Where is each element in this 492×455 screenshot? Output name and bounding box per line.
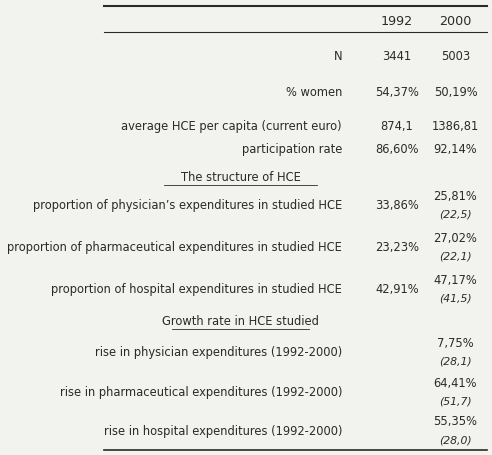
Text: (22,1): (22,1) xyxy=(439,252,472,262)
Text: 874,1: 874,1 xyxy=(380,120,413,133)
Text: 55,35%: 55,35% xyxy=(433,415,477,429)
Text: 50,19%: 50,19% xyxy=(433,86,477,99)
Text: proportion of pharmaceutical expenditures in studied HCE: proportion of pharmaceutical expenditure… xyxy=(7,241,342,254)
Text: rise in pharmaceutical expenditures (1992-2000): rise in pharmaceutical expenditures (199… xyxy=(60,386,342,399)
Text: % women: % women xyxy=(286,86,342,99)
Text: 92,14%: 92,14% xyxy=(433,143,477,156)
Text: 1992: 1992 xyxy=(381,15,413,28)
Text: 54,37%: 54,37% xyxy=(375,86,419,99)
Text: (28,1): (28,1) xyxy=(439,357,472,367)
Text: 33,86%: 33,86% xyxy=(375,199,419,212)
Text: rise in hospital expenditures (1992-2000): rise in hospital expenditures (1992-2000… xyxy=(104,425,342,438)
Text: 25,81%: 25,81% xyxy=(433,190,477,203)
Text: 7,75%: 7,75% xyxy=(437,337,474,350)
Text: 64,41%: 64,41% xyxy=(433,377,477,390)
Text: participation rate: participation rate xyxy=(242,143,342,156)
Text: 47,17%: 47,17% xyxy=(433,274,477,288)
Text: proportion of physician’s expenditures in studied HCE: proportion of physician’s expenditures i… xyxy=(33,199,342,212)
Text: 23,23%: 23,23% xyxy=(375,241,419,254)
Text: (51,7): (51,7) xyxy=(439,397,472,407)
Text: 86,60%: 86,60% xyxy=(375,143,419,156)
Text: 3441: 3441 xyxy=(382,50,411,63)
Text: (22,5): (22,5) xyxy=(439,210,472,220)
Text: average HCE per capita (current euro): average HCE per capita (current euro) xyxy=(122,120,342,133)
Text: 42,91%: 42,91% xyxy=(375,283,419,296)
Text: (41,5): (41,5) xyxy=(439,294,472,304)
Text: 5003: 5003 xyxy=(441,50,470,63)
Text: (28,0): (28,0) xyxy=(439,435,472,445)
Text: rise in physician expenditures (1992-2000): rise in physician expenditures (1992-200… xyxy=(95,346,342,359)
Text: 1386,81: 1386,81 xyxy=(432,120,479,133)
Text: 2000: 2000 xyxy=(439,15,472,28)
Text: The structure of HCE: The structure of HCE xyxy=(181,171,301,184)
Text: proportion of hospital expenditures in studied HCE: proportion of hospital expenditures in s… xyxy=(51,283,342,296)
Text: 27,02%: 27,02% xyxy=(433,233,477,245)
Text: Growth rate in HCE studied: Growth rate in HCE studied xyxy=(162,314,319,328)
Text: N: N xyxy=(334,50,342,63)
